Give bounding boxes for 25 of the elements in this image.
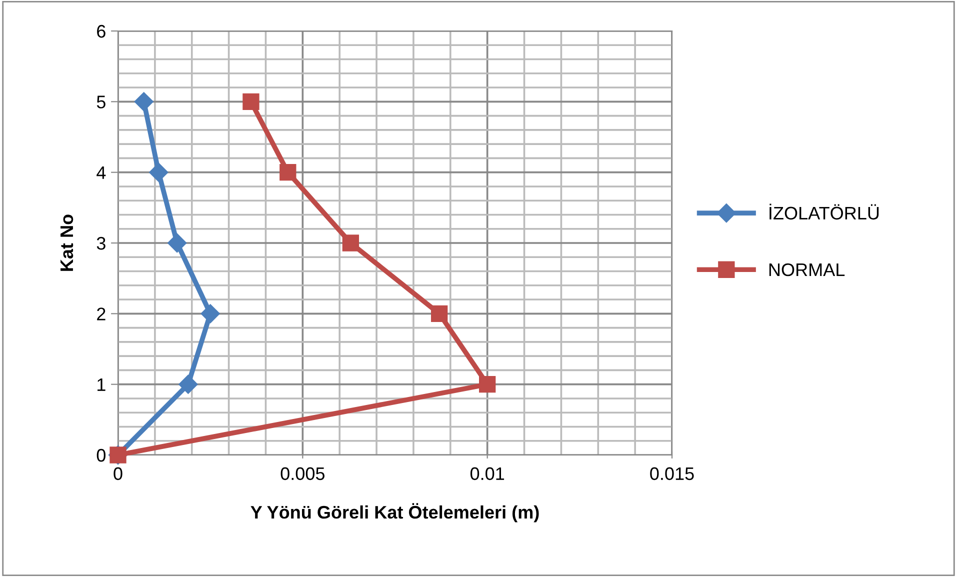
x-tick-label: 0 [114, 467, 122, 480]
legend-label: NORMAL [769, 263, 845, 276]
point [280, 164, 296, 181]
y-tick-label: 0 [96, 448, 106, 462]
point [479, 376, 496, 393]
x-axis-title: Y Yönü Göreli Kat Ötelemeleri (m) [250, 503, 539, 522]
point [134, 92, 154, 112]
point [168, 233, 187, 253]
y-tick-label: 5 [96, 96, 106, 108]
y-tick-label: 6 [97, 24, 106, 38]
y-axis-title: Kat No [60, 214, 74, 271]
legend-label: İZOLATÖRLÜ [770, 204, 879, 220]
point [430, 305, 448, 322]
y-tick-label: 1 [98, 378, 106, 391]
point [342, 234, 360, 252]
point [242, 93, 260, 110]
x-tick-label: 0.005 [280, 467, 325, 480]
point [200, 304, 220, 324]
x-tick-label: 0.01 [470, 467, 504, 480]
y-tick-label: 3 [96, 236, 106, 250]
x-tick-label: 0.015 [650, 467, 694, 480]
point [149, 162, 168, 182]
y-tick-label: 2 [97, 308, 106, 320]
point [178, 374, 198, 394]
y-tick-label: 4 [96, 166, 106, 179]
